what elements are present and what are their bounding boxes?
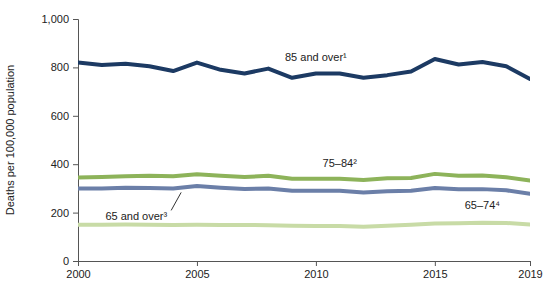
series-line [78, 174, 530, 181]
chart: 0 200 400 600 800 1,000 2000 2005 2010 2015 2019 85… [0, 0, 560, 296]
series-labels: 85 and over¹ 75–84² 65 and over³ 65–74⁴ [105, 51, 500, 222]
x-tick-label: 2000 [66, 268, 90, 280]
x-tick: 2015 [423, 261, 447, 280]
x-tick-mark [197, 261, 198, 266]
x-tick: 2000 [66, 261, 90, 280]
y-tick-label: 800 [51, 61, 69, 73]
series-label: 65 and over³ [105, 210, 167, 222]
y-tick-mark [73, 261, 78, 262]
x-tick-label: 2005 [185, 268, 209, 280]
x-tick: 2019 [518, 261, 542, 280]
x-tick-mark [435, 261, 436, 266]
y-tick: 1,000 [41, 13, 78, 25]
y-tick: 800 [51, 61, 78, 73]
y-tick-mark [73, 19, 78, 20]
plot: 0 200 400 600 800 1,000 2000 2005 2010 2015 2019 85… [41, 13, 542, 280]
y-tick: 0 [63, 255, 78, 267]
series-label: 85 and over¹ [285, 51, 347, 63]
y-tick: 600 [51, 110, 78, 122]
x-axis-line [79, 262, 531, 267]
lines [78, 59, 530, 227]
y-tick-label: 400 [51, 158, 69, 170]
series-label: 75–84² [323, 157, 358, 169]
x-tick-mark [530, 261, 531, 266]
x-tick-label: 2010 [304, 268, 328, 280]
leader-line [171, 192, 181, 210]
y-tick-mark [73, 116, 78, 117]
y-tick-mark [73, 213, 78, 214]
x-tick-label: 2019 [518, 268, 542, 280]
x-tick: 2005 [185, 261, 209, 280]
x-tick: 2010 [304, 261, 328, 280]
x-tick-label: 2015 [423, 268, 447, 280]
y-axis-title: Deaths per 100,000 population [4, 65, 16, 215]
y-axis-line [73, 20, 79, 262]
y-tick-mark [73, 67, 78, 68]
y-tick-label: 1,000 [41, 13, 69, 25]
y-tick: 400 [51, 158, 78, 170]
series-line [78, 223, 530, 227]
y-tick-label: 600 [51, 110, 69, 122]
y-tick: 200 [51, 207, 78, 219]
y-tick-label: 0 [63, 255, 69, 267]
x-tick-mark [316, 261, 317, 266]
y-axis: 0 200 400 600 800 1,000 [41, 13, 78, 267]
series-line [78, 186, 530, 194]
x-tick-mark [78, 261, 79, 266]
y-tick-mark [73, 164, 78, 165]
series-label: 65–74⁴ [465, 199, 501, 211]
y-tick-label: 200 [51, 207, 69, 219]
x-axis: 2000 2005 2010 2015 2019 [66, 261, 542, 280]
